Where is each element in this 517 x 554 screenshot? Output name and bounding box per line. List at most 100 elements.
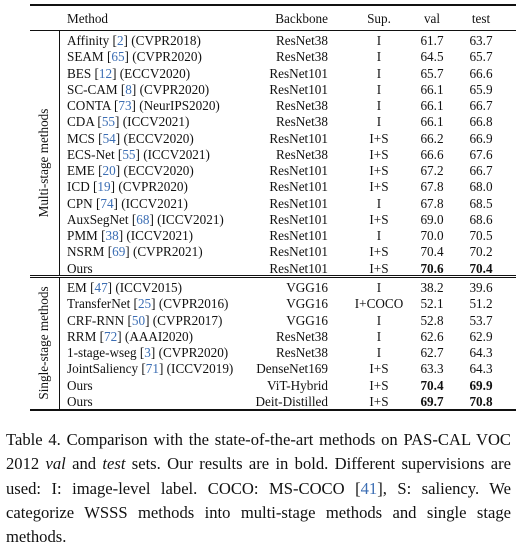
table-row: Ours ViT-Hybrid I+S 70.4 69.9 [0, 377, 517, 394]
supervision-cell: I [376, 195, 382, 211]
val-score-cell: 62.7 [420, 345, 444, 360]
val-score-cell: 66.1 [420, 81, 444, 97]
val-score-cell: 66.1 [420, 114, 444, 130]
supervision-cell: I [376, 33, 382, 48]
citation-link[interactable]: 20 [102, 163, 116, 178]
citation-link[interactable]: 2 [116, 33, 124, 48]
method-venue: (ECCV2020) [119, 65, 191, 81]
method-name: CDA [67, 114, 95, 130]
method-venue: (CVPR2021) [132, 244, 203, 260]
val-score-cell: 70.0 [420, 228, 444, 243]
method-cell: CONTA [73] (NeurIPS2020) [67, 98, 220, 113]
test-score-cell: 69.9 [469, 377, 493, 393]
backbone-cell: VGG16 [286, 280, 328, 295]
backbone-cell: ResNet101 [269, 179, 328, 195]
citation-link[interactable]: 12 [98, 65, 113, 81]
citation-link[interactable]: 19 [97, 179, 111, 195]
table-row: EME [20] (ECCV2020) ResNet101 I+S 67.2 66.7 [0, 162, 517, 179]
table-row: CDA [55] (ICCV2021) ResNet38 I 66.1 66.8 [0, 113, 517, 130]
citation-link[interactable]: 71 [145, 361, 159, 377]
method-cell: Ours [67, 393, 93, 410]
test-score-cell: 64.3 [469, 345, 493, 360]
backbone-cell: Deit-Distilled [255, 393, 328, 409]
table-row: CRF-RNN [50] (CVPR2017) VGG16 I 52.8 53.7 [0, 312, 517, 329]
test-score-cell: 66.7 [469, 163, 493, 178]
method-cell: ECS-Net [55] (ICCV2021) [67, 146, 210, 162]
caption-val: val [45, 454, 66, 474]
table-row: ICD [19] (CVPR2020) ResNet101 I+S 67.8 68.0 [0, 178, 517, 195]
citation-link[interactable]: 54 [102, 130, 116, 146]
supervision-cell: I [376, 81, 382, 97]
method-cell: RRM [72] (AAAI2020) [67, 328, 194, 344]
method-name: 1-stage-wseg [67, 345, 137, 360]
method-cell: BES [12] (ECCV2020) [67, 65, 191, 81]
table-top-rule [30, 4, 516, 6]
test-score-cell: 65.9 [469, 81, 493, 97]
method-cell: TransferNet [25] (CVPR2016) [67, 296, 229, 312]
citation-link[interactable]: 73 [118, 98, 132, 113]
table-row: PMM [38] (ICCV2021) ResNet101 I 70.0 70.5 [0, 227, 517, 244]
method-cell: Ours [67, 260, 93, 277]
citation-link[interactable]: 72 [104, 328, 118, 344]
header-test: test [471, 11, 491, 26]
citation-link[interactable]: 47 [94, 280, 108, 295]
supervision-cell: I [376, 65, 382, 81]
table-row: CONTA [73] (NeurIPS2020) ResNet38 I 66.1 66.… [0, 97, 517, 114]
citation-link[interactable]: 25 [137, 296, 152, 312]
method-name: Ours [67, 393, 93, 409]
table-row: BES [12] (ECCV2020) ResNet101 I 65.7 66.6 [0, 65, 517, 82]
method-name: CRF-RNN [67, 312, 125, 328]
method-venue: (ICCV2021) [126, 228, 194, 243]
table-row: ECS-Net [55] (ICCV2021) ResNet38 I+S 66.6 67… [0, 146, 517, 163]
val-score-cell: 70.6 [420, 260, 444, 276]
method-cell: SEAM [65] (CVPR2020) [67, 49, 202, 65]
citation-link[interactable]: 50 [131, 312, 146, 328]
backbone-cell: ResNet38 [275, 146, 328, 162]
method-cell: Ours [67, 377, 93, 394]
test-score-cell: 68.6 [469, 211, 493, 227]
method-venue: (ICCV2015) [115, 280, 183, 295]
test-score-cell: 66.7 [469, 98, 493, 113]
citation-link[interactable]: 68 [136, 211, 150, 227]
backbone-cell: ResNet38 [275, 49, 328, 65]
caption-reference[interactable]: 41 [360, 478, 378, 498]
header-method: Method [67, 11, 109, 26]
val-score-cell: 67.8 [420, 195, 444, 211]
table-row: Affinity [2] (CVPR2018) ResNet38 I 61.7 63.7 [0, 32, 517, 49]
val-score-cell: 66.2 [420, 130, 444, 146]
supervision-cell: I+S [369, 260, 389, 276]
test-score-cell: 70.8 [469, 393, 493, 409]
citation-link[interactable]: 55 [101, 114, 116, 130]
citation-link[interactable]: 55 [122, 146, 136, 162]
table-row: SC-CAM [8] (CVPR2020) ResNet101 I 66.1 65.9 [0, 81, 517, 98]
supervision-cell: I [376, 49, 382, 65]
val-score-cell: 61.7 [420, 33, 444, 48]
test-score-cell: 63.7 [469, 33, 493, 48]
val-score-cell: 62.6 [420, 328, 444, 344]
backbone-cell: ResNet101 [269, 195, 328, 211]
method-venue: (CVPR2016) [158, 296, 229, 312]
method-venue: (CVPR2018) [131, 33, 201, 48]
test-score-cell: 62.9 [469, 328, 493, 344]
citation-link[interactable]: 74 [100, 195, 114, 211]
test-score-cell: 66.6 [469, 65, 493, 81]
backbone-cell: ResNet101 [269, 163, 328, 178]
citation-link[interactable]: 69 [112, 244, 126, 260]
method-venue: (ICCV2019) [166, 361, 234, 377]
citation-link[interactable]: 3 [144, 345, 151, 360]
table-header-row: Method Backbone Sup. val test [0, 10, 517, 27]
supervision-cell: I+S [369, 130, 389, 146]
citation-link[interactable]: 38 [105, 228, 119, 243]
citation-link[interactable]: 8 [125, 81, 132, 97]
backbone-cell: ViT-Hybrid [267, 377, 328, 393]
method-cell: NSRM [69] (CVPR2021) [67, 244, 203, 260]
method-venue: (ICCV2021) [121, 195, 188, 211]
method-cell: EME [20] (ECCV2020) [67, 163, 194, 178]
supervision-cell: I+S [369, 377, 389, 393]
method-cell: AuxSegNet [68] (ICCV2021) [67, 211, 224, 227]
backbone-cell: ResNet101 [269, 130, 328, 146]
method-cell: PMM [38] (ICCV2021) [67, 228, 194, 243]
table-row: RRM [72] (AAAI2020) ResNet38 I 62.6 62.9 [0, 328, 517, 345]
citation-link[interactable]: 65 [111, 49, 125, 65]
backbone-cell: VGG16 [286, 312, 328, 328]
